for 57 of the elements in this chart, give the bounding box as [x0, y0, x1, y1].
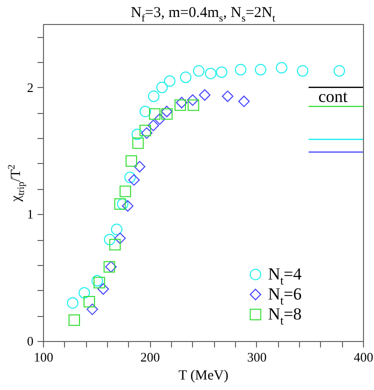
point — [156, 82, 168, 94]
point — [234, 64, 246, 76]
point — [154, 113, 166, 125]
point — [160, 106, 172, 118]
point — [114, 198, 126, 210]
x-tick-label: 300 — [247, 350, 267, 364]
point — [161, 108, 173, 120]
point — [216, 66, 228, 78]
point — [238, 96, 250, 108]
x-tick-label: 200 — [140, 350, 160, 364]
point — [104, 234, 116, 246]
point — [296, 65, 308, 77]
point — [126, 155, 138, 167]
point — [180, 72, 192, 83]
point — [140, 106, 152, 118]
point — [124, 172, 136, 184]
point — [114, 232, 126, 244]
point — [276, 62, 288, 74]
point — [334, 65, 346, 77]
point — [116, 198, 128, 210]
point — [86, 304, 98, 316]
x-axis-title: T (MeV) — [178, 368, 229, 384]
point — [192, 65, 204, 77]
chart-title: N$_{f}$=3, m=0.4m$_{s}$, N$_{s}$=2N$_{t}$ — [130, 5, 276, 24]
point — [109, 238, 121, 250]
point — [120, 186, 132, 198]
point — [110, 224, 122, 236]
point — [204, 68, 216, 80]
point — [176, 96, 188, 108]
point — [148, 90, 160, 102]
point — [140, 124, 152, 136]
point — [148, 108, 160, 120]
point — [198, 89, 210, 101]
point — [132, 137, 144, 149]
point — [254, 64, 266, 76]
point — [132, 128, 144, 140]
point — [148, 120, 160, 132]
point — [222, 90, 234, 102]
point — [128, 174, 140, 186]
y-tick-label: 0 — [27, 334, 34, 348]
point — [66, 297, 78, 309]
point — [68, 314, 80, 326]
annotation: cont — [318, 87, 348, 106]
point — [98, 283, 110, 295]
point — [140, 127, 152, 139]
point — [188, 99, 200, 111]
x-tick-label: 400 — [354, 350, 374, 364]
point — [164, 75, 176, 87]
point — [134, 160, 146, 172]
point — [84, 296, 96, 308]
point — [186, 94, 198, 106]
x-tick-label: 100 — [34, 350, 54, 364]
point — [78, 287, 90, 299]
y-tick-label: 2 — [27, 80, 34, 95]
point — [174, 99, 186, 111]
y-tick-label: 1 — [27, 206, 34, 222]
point — [122, 200, 134, 212]
